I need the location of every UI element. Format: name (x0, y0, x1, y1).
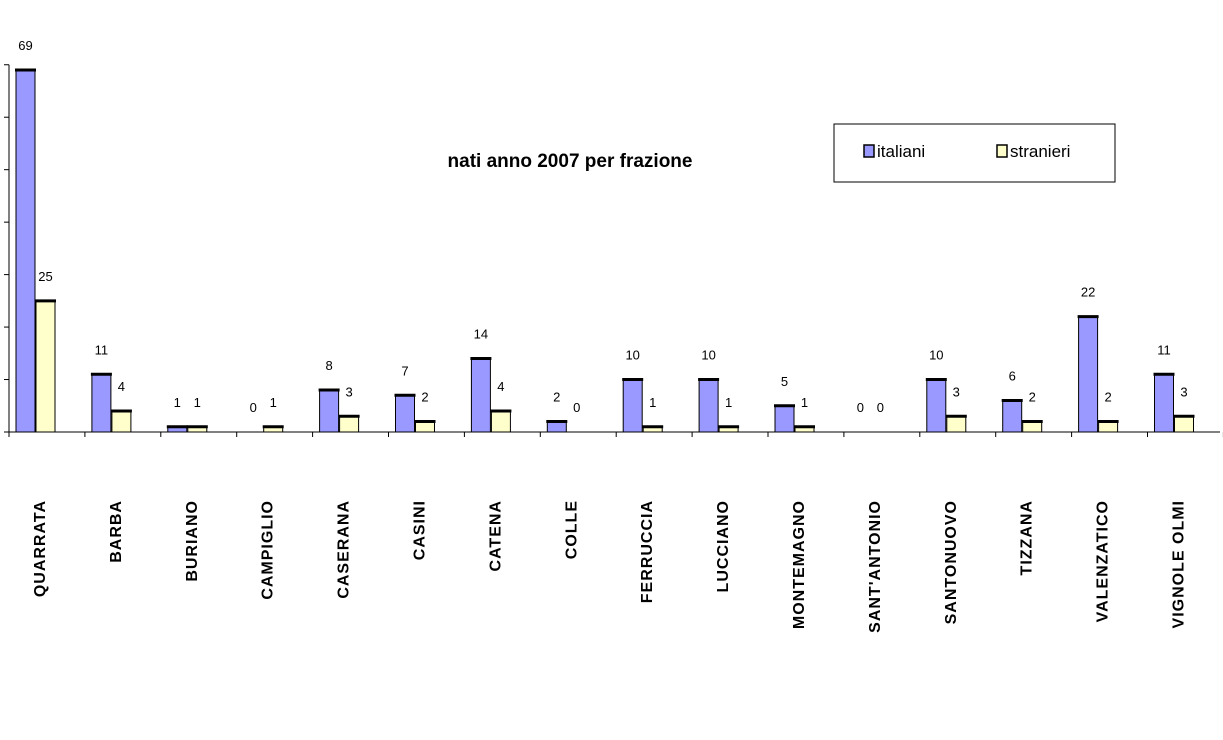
data-label-stranieri: 25 (38, 269, 52, 284)
category-label: COLLE (563, 500, 580, 559)
bar-italiani-lucciano (698, 379, 719, 433)
bar-stranieri-barba (111, 410, 132, 433)
category-label: CATENA (487, 500, 504, 571)
bar-italiani-catena (470, 358, 491, 433)
category-label: BURIANO (184, 500, 201, 582)
bar-italiani-valenzatico (1078, 316, 1099, 433)
data-label-italiani: 14 (474, 327, 488, 342)
category-labels: QUARRATA BARBA BURIANO CAMPIGLIO CASERANA CAS… (32, 500, 1188, 633)
category-label: CASINI (412, 500, 429, 560)
data-label-stranieri: 3 (1180, 384, 1187, 399)
data-label-stranieri: 4 (118, 379, 125, 394)
bars (15, 68, 1195, 433)
bar-stranieri-caserana (339, 415, 360, 433)
bar-stranieri-casini (415, 421, 435, 433)
bar-stranieri-tizzana (1022, 421, 1043, 433)
bar-italiani-quarrata (15, 69, 36, 433)
bar-italiani-vignole-olmi (1154, 373, 1174, 433)
category-label: VALENZATICO (1095, 500, 1112, 622)
bar-stranieri-vignole-olmi (1174, 415, 1194, 433)
data-label-italiani: 10 (929, 348, 943, 363)
legend-box (833, 123, 1116, 183)
category-label: CASERANA (336, 500, 353, 599)
data-label-stranieri: 0 (573, 400, 580, 415)
data-label-italiani: 22 (1081, 285, 1095, 300)
category-label: MONTEMAGNO (791, 500, 808, 629)
data-label-italiani: 2 (553, 390, 560, 405)
category-label: BARBA (108, 500, 125, 563)
legend-swatch-italiani (863, 144, 875, 158)
data-label-italiani: 10 (625, 348, 639, 363)
category-label: LUCCIANO (715, 500, 732, 592)
data-label-italiani: 7 (401, 363, 408, 378)
data-label-italiani: 0 (250, 400, 257, 415)
chart-title: nati anno 2007 per frazione (448, 151, 693, 172)
data-label-stranieri: 2 (1029, 390, 1036, 405)
bar-italiani-colle (546, 421, 567, 433)
category-label: SANTONUOVO (943, 500, 960, 624)
bar-italiani-montemagno (774, 405, 795, 433)
data-label-stranieri: 4 (497, 379, 504, 394)
data-label-stranieri: 0 (877, 400, 884, 415)
category-label: CAMPIGLIO (260, 500, 277, 600)
data-label-italiani: 0 (857, 400, 864, 415)
bar-stranieri-quarrata (35, 300, 56, 433)
category-label: FERRUCCIA (639, 500, 656, 603)
bar-italiani-tizzana (1002, 400, 1023, 433)
bar-italiani-barba (91, 373, 112, 433)
bar-italiani-caserana (319, 389, 340, 433)
data-label-stranieri: 2 (1104, 390, 1111, 405)
data-label-stranieri: 1 (194, 395, 201, 410)
bar-italiani-casini (395, 394, 415, 433)
data-label-stranieri: 1 (801, 395, 808, 410)
legend: italiani stranieri (833, 123, 1116, 183)
data-label-italiani: 10 (701, 348, 715, 363)
data-label-stranieri: 3 (953, 384, 960, 399)
data-label-stranieri: 3 (345, 384, 352, 399)
data-label-italiani: 8 (325, 358, 332, 373)
category-label: TIZZANA (1019, 500, 1036, 575)
bar-stranieri-catena (490, 410, 511, 433)
category-label: VIGNOLE OLMI (1171, 500, 1188, 628)
legend-swatch-stranieri (996, 144, 1008, 158)
legend-label-stranieri: stranieri (1010, 142, 1070, 161)
bar-italiani-santonuovo (926, 379, 947, 433)
axes (4, 64, 1223, 437)
data-label-stranieri: 1 (725, 395, 732, 410)
legend-label-italiani: italiani (877, 142, 925, 161)
data-label-italiani: 5 (781, 374, 788, 389)
category-label: SANT'ANTONIO (867, 500, 884, 633)
category-label: QUARRATA (32, 500, 49, 597)
data-label-stranieri: 2 (421, 390, 428, 405)
data-label-italiani: 11 (95, 342, 109, 357)
data-label-italiani: 6 (1009, 369, 1016, 384)
data-label-italiani: 69 (18, 38, 32, 53)
data-label-stranieri: 1 (270, 395, 277, 410)
bar-stranieri-valenzatico (1098, 421, 1119, 433)
bar-italiani-ferruccia (622, 379, 643, 433)
bar-stranieri-santonuovo (946, 415, 967, 433)
data-label-italiani: 1 (174, 395, 181, 410)
data-label-italiani: 11 (1157, 342, 1171, 357)
data-label-stranieri: 1 (649, 395, 656, 410)
